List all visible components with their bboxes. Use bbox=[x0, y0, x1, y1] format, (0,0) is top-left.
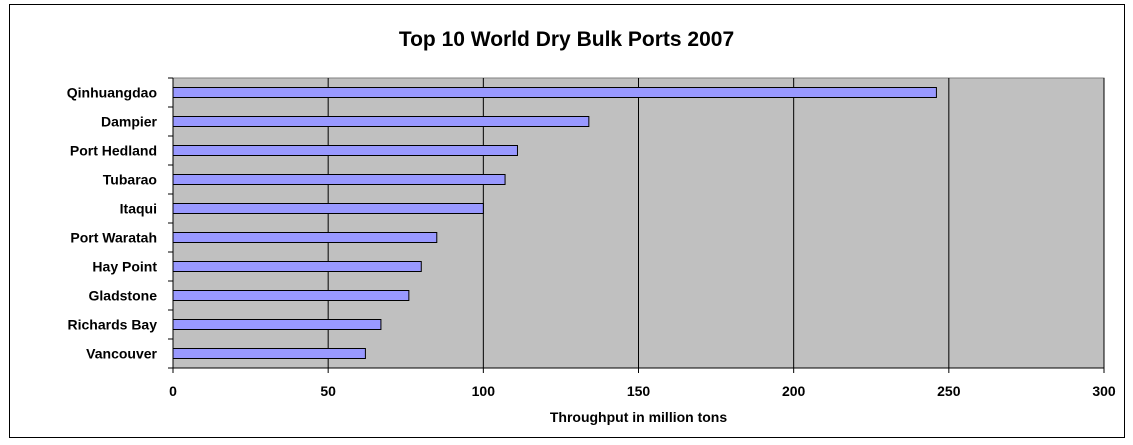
x-axis-title: Throughput in million tons bbox=[550, 409, 728, 425]
bar bbox=[172, 87, 937, 98]
bar bbox=[172, 290, 410, 301]
bar bbox=[172, 261, 422, 272]
category-label: Gladstone bbox=[89, 288, 158, 304]
bar bbox=[172, 203, 484, 214]
x-tick-label: 50 bbox=[320, 383, 336, 399]
category-label: Port Waratah bbox=[70, 230, 157, 246]
bar bbox=[172, 145, 518, 156]
bar bbox=[172, 174, 506, 185]
x-tick-label: 200 bbox=[782, 383, 806, 399]
bar bbox=[172, 348, 366, 359]
axes bbox=[168, 77, 1105, 373]
category-label: Port Hedland bbox=[70, 143, 157, 159]
bars bbox=[172, 87, 937, 359]
x-tick-label: 300 bbox=[1092, 383, 1116, 399]
labels: 0 50 100 150 200 250 300 Qinhuangdao Dampier Port… bbox=[67, 85, 1116, 400]
bar bbox=[172, 232, 438, 243]
category-label: Qinhuangdao bbox=[67, 85, 157, 101]
category-label: Hay Point bbox=[92, 259, 157, 275]
x-tick-label: 150 bbox=[627, 383, 651, 399]
category-label: Tubarao bbox=[103, 172, 157, 188]
category-label: Itaqui bbox=[120, 201, 157, 217]
x-tick-label: 100 bbox=[472, 383, 496, 399]
category-label: Vancouver bbox=[86, 346, 157, 362]
bar bbox=[172, 319, 382, 330]
category-label: Richards Bay bbox=[68, 317, 158, 333]
category-label: Dampier bbox=[101, 114, 158, 130]
chart-title: Top 10 World Dry Bulk Ports 2007 bbox=[398, 28, 735, 51]
x-tick-label: 0 bbox=[169, 383, 177, 399]
x-tick-label: 250 bbox=[937, 383, 961, 399]
bar bbox=[172, 116, 590, 127]
